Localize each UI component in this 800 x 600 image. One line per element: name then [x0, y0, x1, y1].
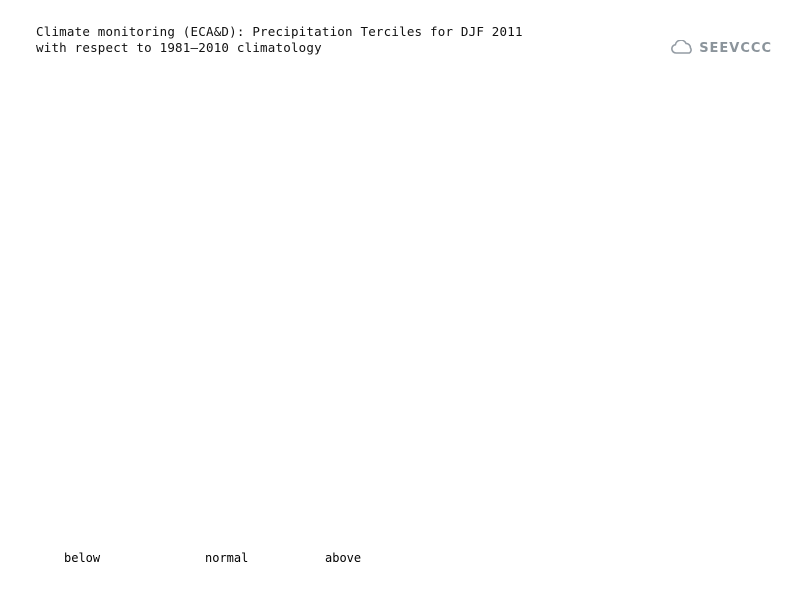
page-title: Climate monitoring (ECA&D): Precipitatio… — [36, 24, 523, 56]
legend-swatch-normal — [185, 553, 196, 564]
legend-swatch-below — [44, 553, 55, 564]
legend-item-above: above — [305, 551, 361, 565]
title-line2: with respect to 1981–2010 climatology — [36, 40, 322, 55]
legend-label-below: below — [64, 551, 101, 565]
title-line1: Climate monitoring (ECA&D): Precipitatio… — [36, 24, 523, 39]
seevccc-logo: SEEVCCC — [669, 40, 772, 56]
legend-label-normal: normal — [205, 551, 249, 565]
legend-swatch-above — [305, 553, 316, 564]
map-container — [33, 75, 755, 532]
cloud-icon — [671, 40, 693, 54]
legend-item-below: below — [44, 551, 100, 565]
logo-text: SEEVCCC — [699, 40, 772, 56]
legend-label-above: above — [325, 551, 362, 565]
legend-item-normal: normal — [185, 551, 248, 565]
map-plot — [33, 75, 755, 532]
